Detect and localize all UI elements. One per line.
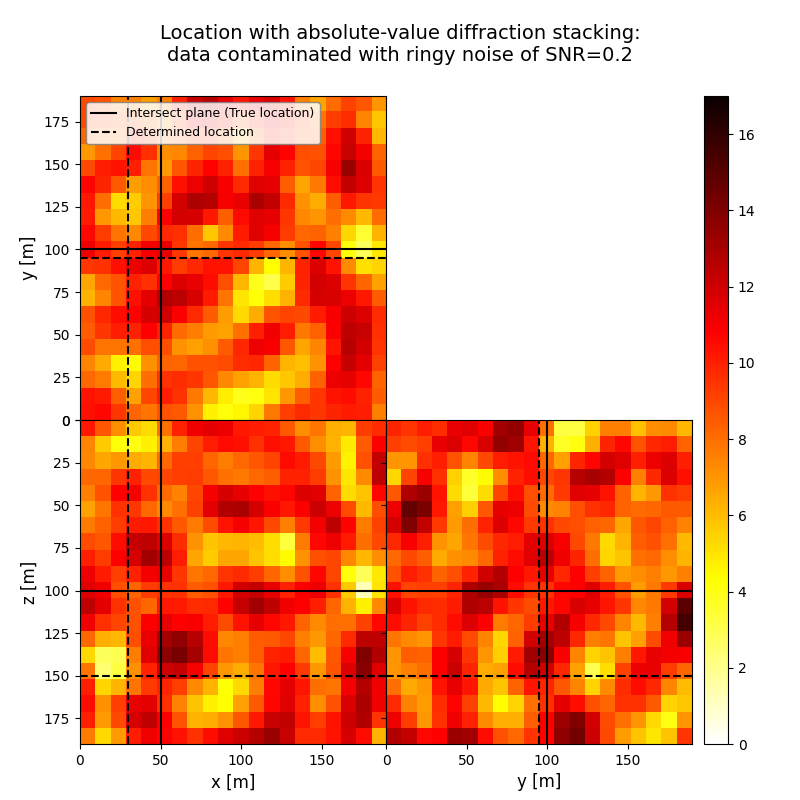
X-axis label: y [m]: y [m] xyxy=(517,774,561,791)
X-axis label: x [m]: x [m] xyxy=(211,774,255,791)
Y-axis label: z [m]: z [m] xyxy=(20,560,38,604)
Text: Location with absolute-value diffraction stacking:
data contaminated with ringy : Location with absolute-value diffraction… xyxy=(160,24,640,65)
Y-axis label: y [m]: y [m] xyxy=(20,236,38,280)
Legend: Intersect plane (True location), Determined location: Intersect plane (True location), Determi… xyxy=(86,102,319,145)
